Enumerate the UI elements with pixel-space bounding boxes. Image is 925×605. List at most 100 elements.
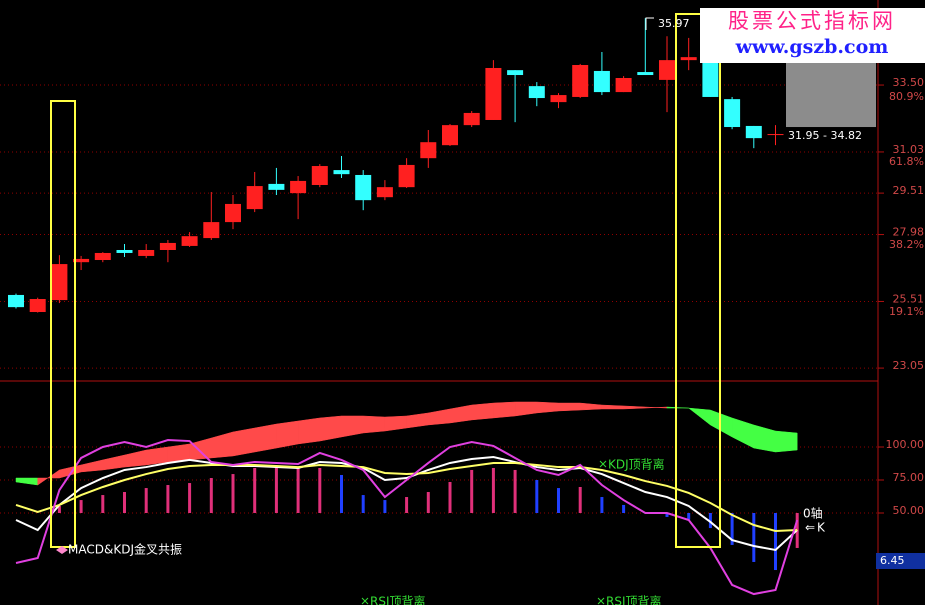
signal-icon (597, 597, 605, 605)
band-segment (493, 401, 516, 419)
band-segment (59, 464, 82, 479)
high-pointer (645, 17, 654, 30)
annotation: RSI顶背离 (370, 594, 426, 605)
candle-body (311, 166, 328, 185)
candle-body (333, 170, 350, 175)
macd-bar (296, 467, 300, 513)
candle-body (8, 294, 24, 308)
candle-body (463, 112, 480, 126)
candle-body (29, 299, 46, 313)
range-label: 31.95 - 34.82 (788, 129, 862, 142)
candle-body (116, 249, 133, 253)
indicator-line (15, 461, 798, 532)
candle-body (702, 54, 719, 97)
candle-body (159, 242, 176, 250)
band-segment (189, 437, 212, 461)
band-segment (645, 406, 668, 409)
macd-bar (209, 478, 213, 513)
macd-bar (405, 497, 409, 513)
macd-bar (318, 467, 322, 513)
candle-body (528, 86, 545, 99)
candle-body (507, 70, 524, 76)
signal-icon (599, 460, 607, 468)
macd-bar (123, 492, 126, 513)
band-segment (167, 443, 190, 463)
arrow: ⇐ (805, 521, 815, 535)
macd-bar (513, 469, 517, 513)
candle-body (181, 236, 198, 246)
candle-body (268, 183, 285, 190)
k-label: K (817, 521, 826, 535)
watermark-url: www.gszb.com (735, 36, 889, 58)
y-tick-label: 100.00 (886, 438, 925, 451)
macd-bar (361, 495, 365, 513)
macd-bar (730, 512, 734, 545)
macd-bar (274, 467, 278, 513)
candle-body (420, 142, 437, 159)
candle-body (398, 164, 415, 188)
macd-bar (340, 474, 343, 513)
band-segment (80, 459, 104, 473)
macd-bar (491, 467, 495, 513)
y-tick-label: 19.1% (889, 305, 924, 318)
y-tick-label: 23.05 (893, 359, 925, 372)
watermark-title: 股票公式指标网 (728, 9, 896, 33)
y-tick-label: 27.98 (893, 226, 925, 239)
band-segment (666, 406, 689, 409)
candle-body (680, 57, 697, 61)
candle-body (73, 258, 90, 263)
candle-body (745, 125, 762, 139)
band-segment (623, 405, 646, 410)
band-segment (601, 404, 624, 410)
macd-bar (687, 512, 691, 520)
macd-bar (774, 512, 777, 571)
candle-body (767, 134, 784, 136)
signal-icon (56, 546, 68, 554)
band-segment (775, 430, 798, 453)
high-label: 35.97 (658, 17, 690, 30)
macd-bar (578, 486, 582, 513)
y-tick-label: 33.50 (893, 76, 925, 89)
candle-body (615, 78, 632, 93)
band-segment (37, 469, 60, 486)
y-tick-label: 31.03 (893, 143, 925, 156)
macd-bar (188, 483, 192, 513)
candle-body (290, 180, 307, 194)
macd-bar (600, 497, 604, 513)
candle-body (51, 264, 68, 301)
band-segment (579, 402, 603, 411)
y-tick-label: 61.8% (889, 155, 924, 168)
candle-body (94, 252, 111, 261)
band-segment (428, 408, 451, 426)
macd-bar (166, 485, 170, 513)
candle-body (138, 249, 155, 256)
band-segment (558, 402, 581, 412)
annotation: KDJ顶背离 (608, 457, 665, 472)
band-segment (102, 454, 125, 471)
y-tick-label: 80.9% (889, 90, 924, 103)
macd-bar (79, 500, 83, 513)
macd-bar (448, 481, 452, 513)
annotation: MACD&KDJ金叉共振 (68, 542, 182, 557)
candle-body (376, 187, 393, 198)
band-segment (297, 417, 321, 445)
annotation: RSI顶背离 (606, 594, 662, 605)
y-tick-label: 38.2% (889, 238, 924, 251)
macd-bar (665, 512, 669, 517)
macd-bar (426, 492, 430, 513)
macd-bar (231, 474, 235, 513)
y-tick-label: 75.00 (893, 471, 925, 484)
signal-icon (361, 597, 369, 605)
band-segment (384, 415, 407, 432)
macd-bar (470, 469, 474, 513)
band-segment (232, 427, 255, 457)
candle-body (203, 222, 220, 239)
candle-body (246, 186, 263, 210)
band-segment (710, 409, 733, 438)
band-segment (536, 401, 559, 414)
candle-body (724, 99, 741, 128)
zero-axis-label: 0轴 (803, 506, 823, 521)
candle-body (572, 65, 589, 97)
candle-body (550, 95, 567, 103)
candle-body (485, 67, 502, 120)
